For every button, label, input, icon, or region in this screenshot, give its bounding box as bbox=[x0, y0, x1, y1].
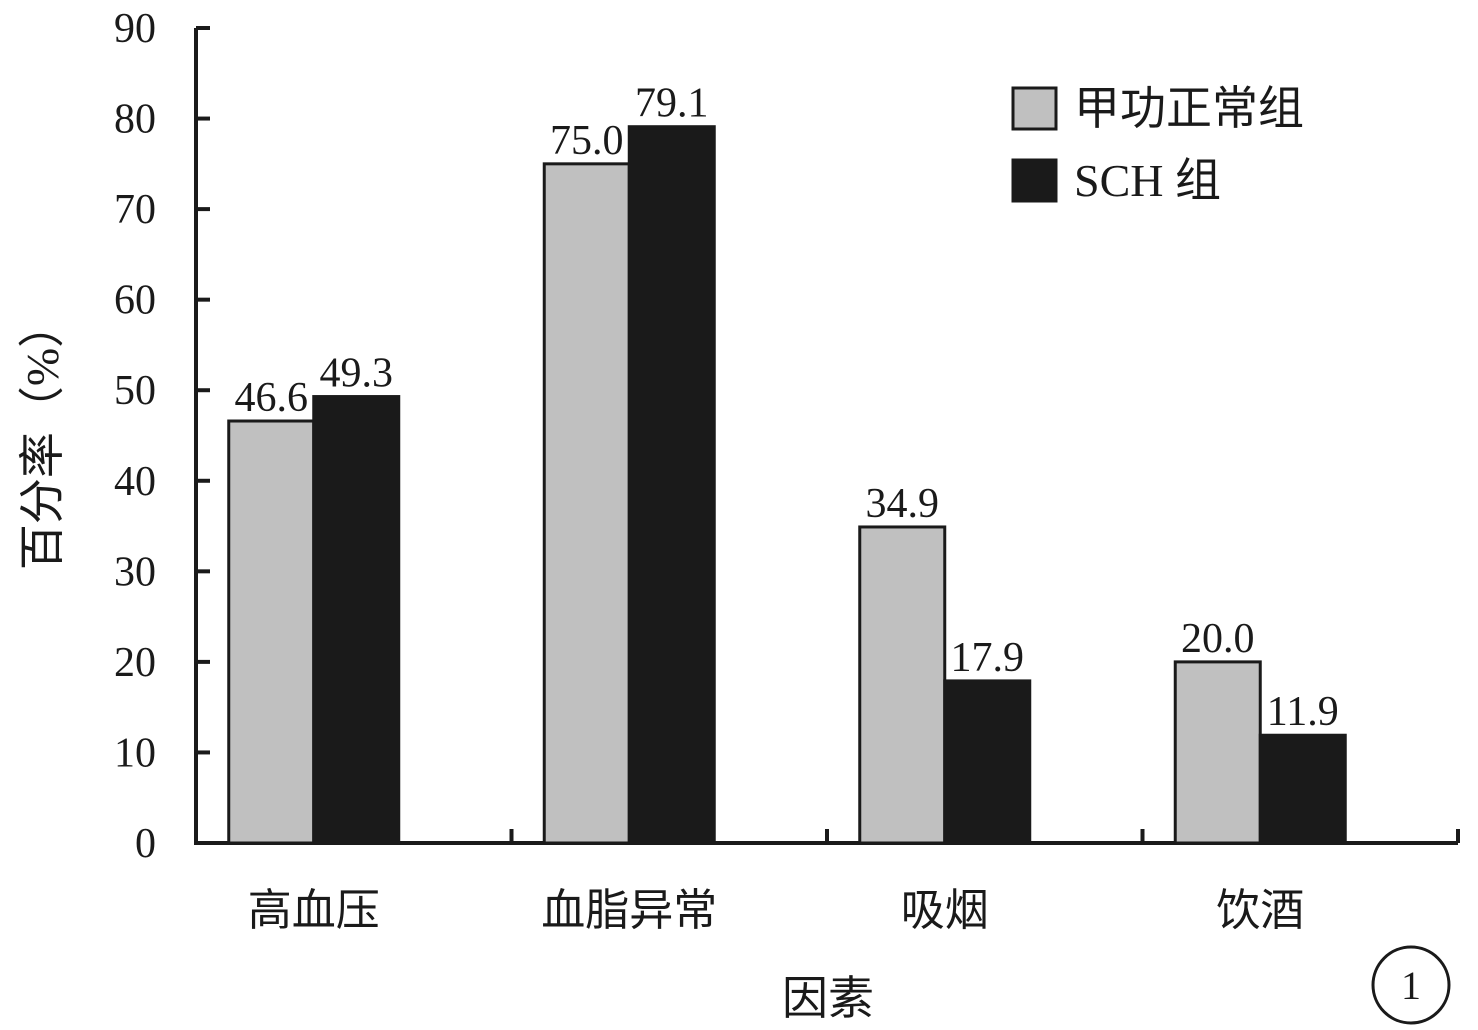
legend-label: 甲功正常组 bbox=[1074, 83, 1304, 134]
bars bbox=[227, 125, 1347, 845]
y-tick-label: 20 bbox=[114, 640, 156, 686]
axes: 0 10 20 30 40 50 60 70 80 90 高血压 血脂异常 吸烟 饮酒 bbox=[114, 6, 1460, 935]
x-tick-label: 血脂异常 bbox=[541, 886, 717, 935]
legend-label: SCH 组 bbox=[1074, 155, 1221, 206]
x-tick-label: 高血压 bbox=[248, 886, 380, 935]
bar-sch-2 bbox=[943, 679, 1032, 845]
y-tick-label: 50 bbox=[114, 368, 156, 414]
x-axis-title: 因素 bbox=[782, 973, 874, 1024]
y-axis-title: 百分率（%） bbox=[17, 302, 68, 570]
y-tick-label: 0 bbox=[135, 821, 156, 867]
bar-sch-1 bbox=[627, 125, 716, 845]
value-label: 75.0 bbox=[550, 118, 624, 164]
y-tick-label: 80 bbox=[114, 97, 156, 143]
y-tick-label: 70 bbox=[114, 187, 156, 233]
y-tick-label: 60 bbox=[114, 278, 156, 324]
y-tick-label: 90 bbox=[114, 6, 156, 52]
value-labels: 46.649.3 75.079.1 34.9 17.9 20.0 11.9 bbox=[235, 81, 1339, 736]
value-label: 20.0 bbox=[1181, 616, 1255, 662]
bar-sch-0 bbox=[312, 395, 401, 845]
legend: 甲功正常组 SCH 组 bbox=[1011, 83, 1304, 206]
x-tick-label: 饮酒 bbox=[1216, 886, 1304, 935]
x-tick-label: 吸烟 bbox=[901, 886, 989, 935]
bar-normal-1 bbox=[542, 162, 631, 845]
bar-sch-3 bbox=[1258, 733, 1347, 845]
bar-normal-3 bbox=[1173, 660, 1262, 845]
value-label: 79.1 bbox=[635, 81, 709, 127]
value-label: 17.9 bbox=[951, 635, 1025, 681]
y-tick-label: 40 bbox=[114, 459, 156, 505]
value-label: 11.9 bbox=[1267, 689, 1339, 735]
legend-swatch bbox=[1011, 158, 1058, 203]
bar-normal-2 bbox=[858, 525, 947, 845]
value-label: 49.3 bbox=[320, 351, 394, 397]
panel-label-text: 1 bbox=[1401, 963, 1421, 1008]
panel-label: 1 bbox=[1371, 945, 1451, 1025]
value-label: 34.9 bbox=[866, 481, 940, 527]
y-tick-label: 10 bbox=[114, 730, 156, 776]
y-tick-label: 30 bbox=[114, 549, 156, 595]
legend-swatch bbox=[1011, 86, 1058, 131]
bar-normal-0 bbox=[227, 419, 316, 845]
value-label: 46.6 bbox=[235, 375, 309, 421]
